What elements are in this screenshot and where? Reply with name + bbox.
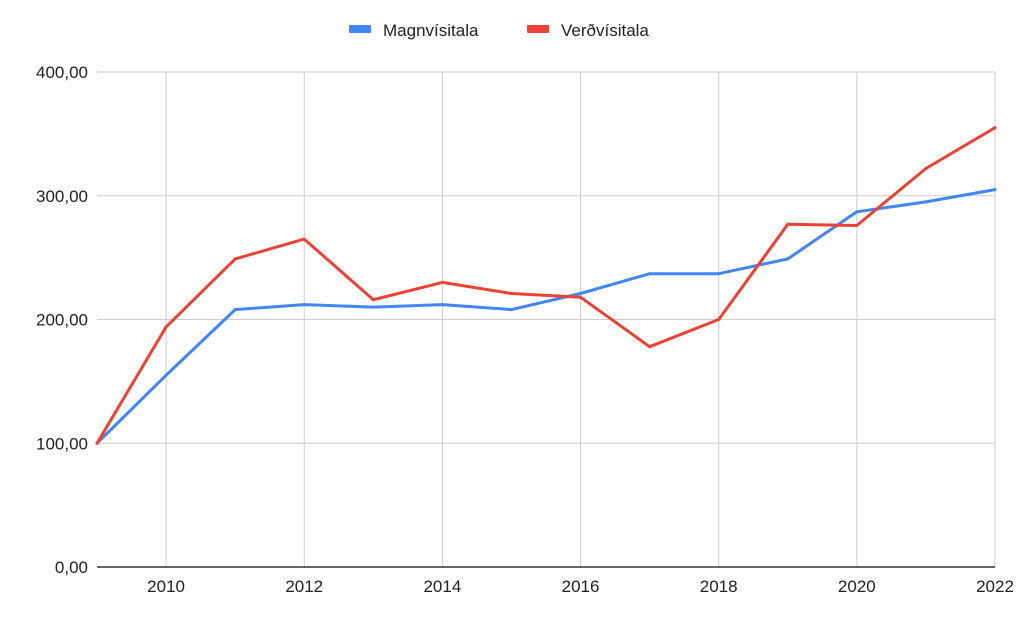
legend-swatch-1 [349, 25, 371, 33]
y-tick-label: 300,00 [36, 187, 88, 206]
data-point-series-2 [648, 345, 652, 349]
y-tick-label: 0,00 [55, 558, 88, 577]
legend-swatch-2 [527, 25, 549, 33]
data-point-series-2 [717, 318, 721, 321]
data-point-series-2 [924, 167, 928, 171]
data-point-series-2 [993, 126, 997, 130]
data-point-series-1 [164, 373, 168, 377]
x-tick-label: 2020 [838, 577, 876, 596]
data-point-series-1 [371, 305, 375, 309]
series-line-1 [95, 188, 997, 445]
series-line-2 [95, 126, 997, 445]
data-point-series-2 [164, 325, 168, 329]
data-point-series-1 [648, 272, 652, 276]
data-point-series-1 [233, 308, 237, 312]
data-point-series-2 [371, 298, 375, 302]
data-point-series-2 [95, 441, 99, 445]
y-tick-label: 200,00 [36, 311, 88, 330]
legend-label-1: Magnvísitala [383, 21, 479, 40]
data-point-series-2 [302, 237, 306, 241]
data-point-series-2 [233, 257, 237, 261]
y-tick-label: 400,00 [36, 63, 88, 82]
legend: Magnvísitala Verðvísitala [349, 21, 649, 40]
x-tick-label: 2010 [147, 577, 185, 596]
data-point-series-2 [440, 280, 444, 284]
data-point-series-1 [440, 303, 444, 307]
data-point-series-2 [509, 292, 513, 296]
data-point-series-1 [579, 292, 583, 296]
axes: 0,00 100,00 200,00 300,00 400,00 2010 2012 2014… [36, 63, 1014, 596]
x-tick-label: 2022 [976, 577, 1014, 596]
data-point-series-1 [786, 257, 790, 261]
x-tick-label: 2016 [562, 577, 600, 596]
data-point-series-2 [786, 222, 790, 226]
data-point-series-2 [579, 295, 583, 299]
x-tick-label: 2014 [423, 577, 461, 596]
gridlines [97, 71, 996, 567]
x-tick-label: 2012 [285, 577, 323, 596]
data-point-series-1 [302, 303, 306, 307]
data-point-series-1 [924, 200, 928, 204]
series-lines [95, 126, 997, 445]
data-point-series-1 [509, 308, 513, 312]
data-point-series-2 [855, 223, 859, 227]
data-point-series-1 [717, 272, 721, 276]
x-tick-label: 2018 [700, 577, 738, 596]
data-point-series-1 [993, 188, 997, 192]
y-tick-label: 100,00 [36, 434, 88, 453]
legend-label-2: Verðvísitala [561, 21, 649, 40]
data-point-series-1 [855, 210, 859, 214]
